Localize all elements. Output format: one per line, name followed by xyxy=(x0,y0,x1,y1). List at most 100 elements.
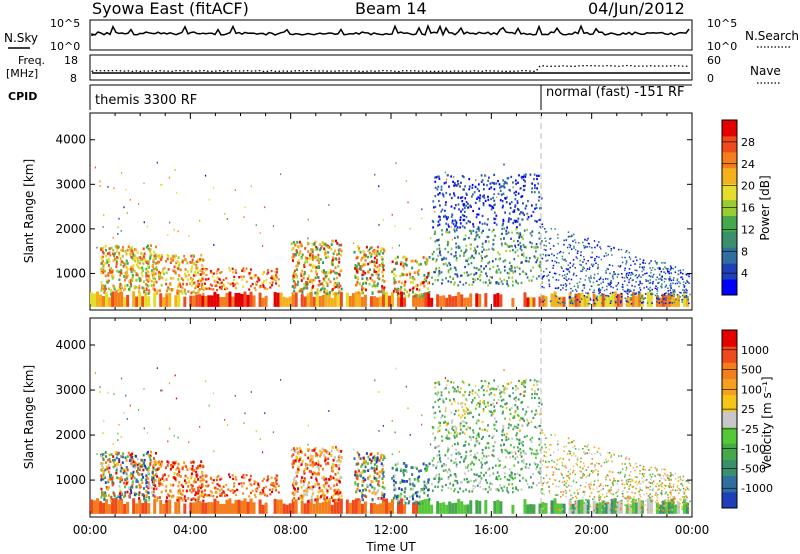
power-cell xyxy=(151,273,154,277)
velocity-cell xyxy=(497,457,500,461)
power-cell xyxy=(681,276,683,279)
velocity-cell xyxy=(422,488,425,492)
power-cell xyxy=(553,291,557,307)
power-cell xyxy=(505,229,508,232)
power-cell xyxy=(337,285,340,289)
velocity-cell xyxy=(121,455,124,459)
power-cell xyxy=(296,250,299,254)
power-cell xyxy=(685,282,687,284)
velocity-cell xyxy=(101,453,104,457)
power-cell xyxy=(236,281,239,285)
velocity-cell xyxy=(457,451,460,454)
velocity-cell xyxy=(475,473,478,476)
power-cell xyxy=(201,276,204,279)
velocity-cell xyxy=(135,503,139,514)
velocity-cell xyxy=(120,498,124,514)
power-cell xyxy=(295,249,298,252)
power-cell xyxy=(107,279,110,283)
power-cell xyxy=(434,210,436,213)
power-cell xyxy=(651,275,654,278)
velocity-cell xyxy=(517,450,520,453)
power-cell xyxy=(570,287,572,290)
power-cell xyxy=(330,243,333,246)
velocity-cell xyxy=(421,499,425,514)
velocity-cell xyxy=(133,491,136,495)
power-cell xyxy=(516,207,519,211)
power-cell xyxy=(623,277,626,279)
power-cell xyxy=(109,253,112,257)
power-cell xyxy=(627,288,629,291)
power-cell xyxy=(366,278,369,282)
velocity-cell xyxy=(507,425,510,428)
velocity-cell xyxy=(533,379,536,382)
power-cell xyxy=(121,254,124,258)
velocity-cell xyxy=(452,386,454,389)
power-cell xyxy=(408,293,411,296)
power-cell xyxy=(487,198,490,201)
velocity-cell xyxy=(514,457,517,460)
power-cell xyxy=(434,176,437,179)
power-cell xyxy=(686,289,688,292)
power-cell xyxy=(172,255,175,258)
velocity-cell xyxy=(394,463,397,467)
velocity-cell xyxy=(487,424,489,427)
power-cell xyxy=(131,249,134,253)
colorbar-swatch xyxy=(722,183,737,201)
power-cell xyxy=(176,289,179,293)
velocity-cell xyxy=(419,469,422,473)
power-cell xyxy=(201,267,204,271)
power-cell xyxy=(570,278,573,281)
power-cell xyxy=(438,175,440,178)
power-cell xyxy=(567,278,570,280)
power-cell xyxy=(204,267,207,271)
power-cell xyxy=(545,267,548,270)
power-cell xyxy=(293,289,296,293)
velocity-cell xyxy=(488,382,490,385)
power-cell xyxy=(638,266,641,268)
velocity-cell xyxy=(381,491,384,495)
power-cell xyxy=(500,193,503,196)
colorbar-swatch xyxy=(722,247,737,264)
power-cell xyxy=(532,275,535,278)
power-cell xyxy=(148,249,151,253)
velocity-cell xyxy=(376,456,379,460)
power-cell xyxy=(356,277,360,281)
power-cell xyxy=(251,282,254,286)
velocity-cell xyxy=(313,448,316,452)
power-cell xyxy=(514,244,516,247)
power-cell xyxy=(630,297,632,299)
power-cell xyxy=(288,296,292,307)
power-cell xyxy=(152,257,155,261)
power-cell xyxy=(320,288,323,292)
power-cell xyxy=(477,196,480,199)
power-cell xyxy=(491,260,494,263)
power-cell xyxy=(152,270,155,274)
velocity-cell xyxy=(119,463,122,467)
power-cell xyxy=(468,206,471,209)
power-cell xyxy=(459,280,462,283)
velocity-cell xyxy=(336,459,339,463)
power-cell xyxy=(459,216,462,219)
velocity-cell xyxy=(426,465,429,469)
power-cell xyxy=(532,266,534,269)
colorbar-swatch xyxy=(722,279,737,296)
velocity-cell xyxy=(330,454,333,457)
power-cell xyxy=(373,252,376,255)
velocity-cell xyxy=(136,463,139,467)
velocity-cell xyxy=(517,387,519,390)
power-cell xyxy=(116,269,119,273)
velocity-cell xyxy=(455,430,457,433)
velocity-cell xyxy=(493,427,496,431)
velocity-cell xyxy=(418,501,422,514)
velocity-cell xyxy=(487,401,489,404)
power-cell xyxy=(519,233,522,236)
power-cell xyxy=(446,264,449,267)
velocity-cell xyxy=(152,493,155,497)
power-cell xyxy=(503,182,506,185)
power-cell xyxy=(634,269,636,272)
power-cell xyxy=(600,282,602,285)
velocity-cell xyxy=(457,388,460,391)
power-cell xyxy=(502,185,504,188)
velocity-cell xyxy=(524,390,526,393)
power-cell xyxy=(583,287,586,289)
